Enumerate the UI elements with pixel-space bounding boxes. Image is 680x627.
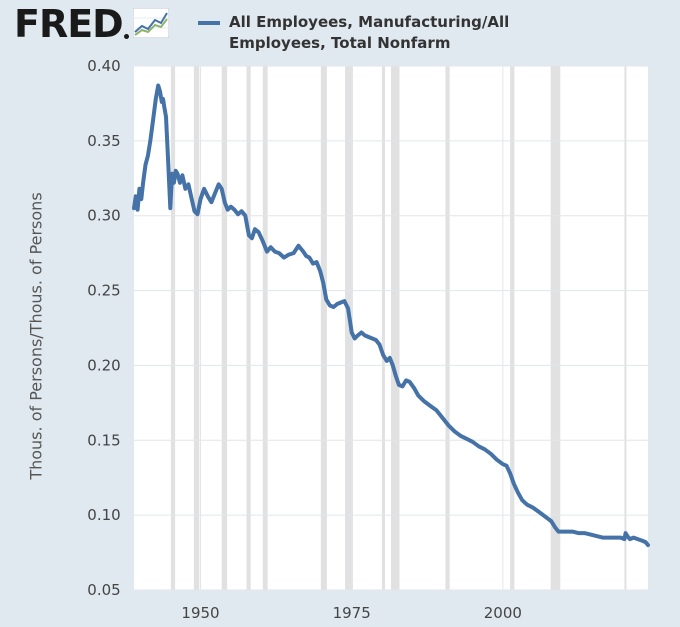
series-line bbox=[132, 83, 650, 548]
recession-band bbox=[510, 66, 515, 590]
y-tick-labels: 0.40 0.35 0.30 0.25 0.20 0.15 0.10 0.05 bbox=[87, 57, 120, 599]
recession-band bbox=[221, 66, 228, 590]
recession-bands bbox=[170, 66, 627, 590]
gridlines bbox=[134, 65, 648, 591]
legend-swatch bbox=[198, 21, 220, 25]
recession-band bbox=[320, 66, 327, 590]
recession-band bbox=[246, 66, 251, 590]
line-chart-icon bbox=[132, 7, 170, 42]
y-tick-label: 0.05 bbox=[87, 581, 120, 599]
x-tick-labels: 1950 1975 2000 bbox=[181, 604, 522, 622]
recession-band bbox=[445, 66, 450, 590]
header: FRED All Employees, Manufacturing/All Em… bbox=[0, 0, 680, 62]
recession-band bbox=[550, 66, 561, 590]
x-tick-label: 2000 bbox=[484, 604, 522, 622]
y-tick-label: 0.40 bbox=[87, 57, 120, 75]
y-tick-label: 0.10 bbox=[87, 506, 120, 524]
x-tick-label: 1950 bbox=[181, 604, 219, 622]
y-tick-label: 0.30 bbox=[87, 207, 120, 225]
recession-band bbox=[391, 66, 400, 590]
recession-band bbox=[193, 66, 200, 590]
recession-band bbox=[170, 66, 176, 590]
recession-band bbox=[345, 66, 353, 590]
y-tick-label: 0.25 bbox=[87, 282, 120, 300]
y-tick-label: 0.15 bbox=[87, 431, 120, 449]
recession-band bbox=[381, 66, 385, 590]
legend-series-label: All Employees, Manufacturing/All Employe… bbox=[229, 13, 510, 52]
logo-registered-mark bbox=[123, 34, 129, 39]
y-tick-label: 0.35 bbox=[87, 132, 120, 150]
logo-text: FRED bbox=[14, 2, 124, 46]
y-tick-label: 0.20 bbox=[87, 356, 120, 374]
chart-legend: All Employees, Manufacturing/All Employe… bbox=[198, 12, 549, 54]
fred-logo[interactable]: FRED bbox=[14, 2, 170, 46]
x-tick-label: 1975 bbox=[333, 604, 371, 622]
recession-band bbox=[262, 66, 268, 590]
recession-band bbox=[624, 66, 627, 590]
